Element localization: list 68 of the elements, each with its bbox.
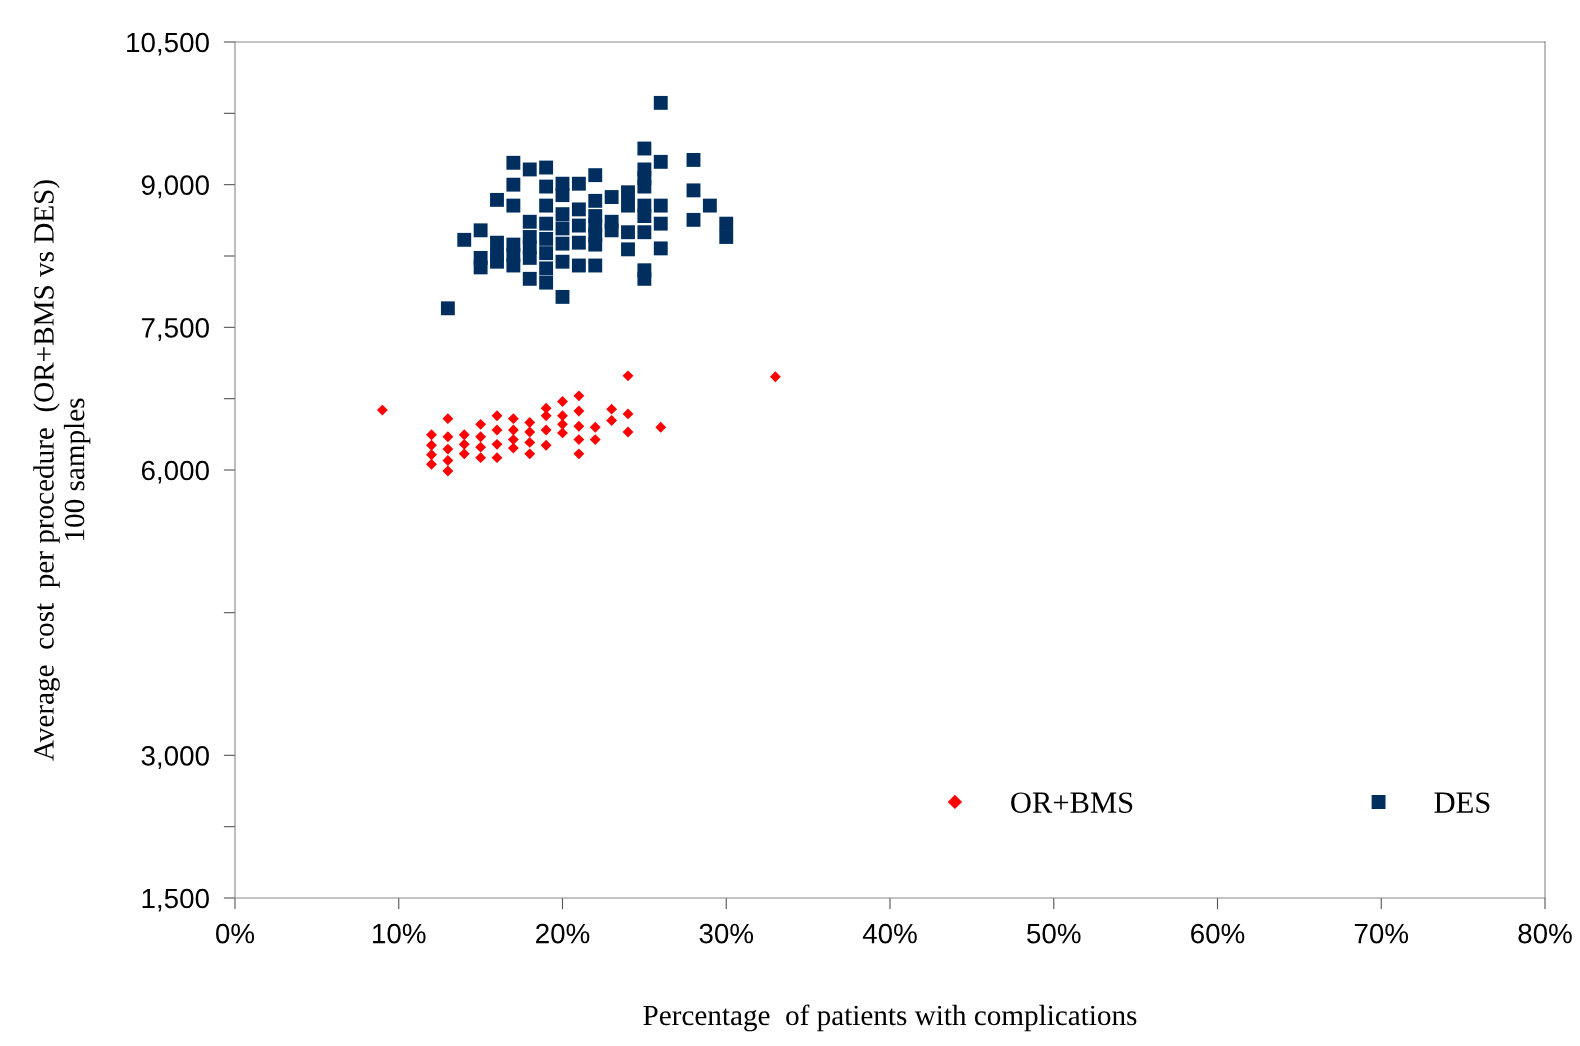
point	[622, 426, 634, 438]
point	[507, 424, 519, 436]
point	[426, 449, 437, 461]
point	[540, 439, 552, 451]
point	[573, 420, 585, 432]
point	[507, 442, 519, 454]
point	[442, 465, 454, 477]
point	[458, 438, 470, 450]
point	[475, 441, 487, 453]
x-tick-label: 50%	[1027, 923, 1081, 944]
point	[426, 458, 437, 470]
x-tick-label: 80%	[1518, 923, 1572, 944]
x-axis-title: Percentage of patients with complications	[643, 1004, 1137, 1032]
point	[524, 426, 536, 438]
point	[573, 448, 585, 460]
point	[507, 434, 519, 445]
point	[507, 413, 519, 425]
x-tick-label: 70%	[1354, 923, 1409, 944]
point	[491, 438, 503, 450]
point	[442, 443, 454, 455]
y-tick-label: 9,000	[141, 175, 209, 199]
point	[524, 448, 536, 460]
y-tick-label: 1,500	[142, 888, 209, 912]
y-tick-label: 7,500	[141, 318, 209, 341]
point	[491, 410, 503, 422]
point	[769, 371, 781, 383]
point	[622, 408, 634, 420]
y-tick-label: 10,500	[127, 32, 209, 56]
point	[426, 429, 437, 441]
point	[655, 421, 667, 433]
point	[475, 431, 487, 443]
point	[475, 418, 487, 430]
point	[589, 421, 601, 433]
point	[524, 417, 536, 428]
legend-label: OR+BMS	[1011, 792, 1133, 813]
point	[442, 455, 454, 466]
point	[475, 452, 487, 464]
point	[376, 404, 388, 416]
point	[458, 448, 470, 460]
point	[589, 434, 601, 445]
x-tick-label: 30%	[699, 923, 754, 944]
point	[491, 424, 503, 436]
point	[573, 390, 585, 402]
point	[606, 415, 618, 426]
point	[524, 436, 536, 448]
point	[573, 434, 585, 445]
point	[491, 452, 503, 464]
point	[557, 410, 568, 422]
point	[622, 370, 634, 382]
point	[573, 405, 585, 417]
point	[540, 424, 552, 436]
point	[426, 439, 437, 451]
point	[606, 403, 618, 415]
point	[458, 429, 470, 441]
x-tick-label: 10%	[373, 923, 426, 944]
x-tick-label: 60%	[1191, 923, 1245, 944]
point	[540, 410, 552, 422]
point	[557, 427, 568, 439]
point	[442, 431, 454, 443]
y-axis-title: Average cost per procedure (OR+BMS vs DES) 100 samples	[33, 180, 91, 761]
point	[557, 396, 568, 407]
y-tick-label: 6,000	[141, 460, 209, 484]
point	[442, 413, 454, 425]
x-tick-label: 20%	[536, 923, 590, 944]
x-tick-label: 40%	[862, 923, 917, 944]
y-tick-label: 3,000	[141, 746, 209, 769]
legend-label: DES	[1434, 792, 1490, 813]
x-tick-label: 0%	[216, 923, 255, 944]
